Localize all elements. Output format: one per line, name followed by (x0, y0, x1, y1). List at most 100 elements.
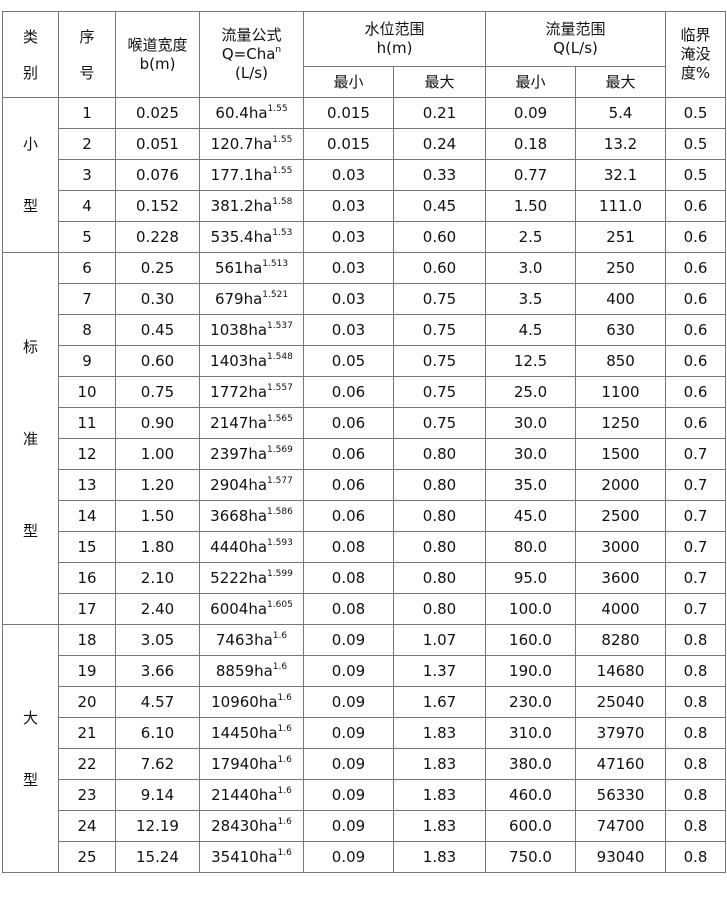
cell-b: 0.60 (115, 345, 200, 377)
cell-s: 0.7 (665, 500, 727, 532)
category-cell: 小型 (2, 97, 59, 253)
cell-hmin: 0.015 (303, 128, 394, 160)
cell-qmin: 380.0 (485, 748, 577, 780)
cell-hmin: 0.09 (303, 779, 394, 811)
cell-qmin: 30.0 (485, 438, 577, 470)
table-row: 2 0.051 120.7ha1.55 0.015 0.24 0.18 13.2 0.5 (3, 128, 727, 160)
exponent: 1.593 (267, 537, 293, 548)
cell-qmax: 13.2 (575, 128, 667, 160)
table-row: 7 0.30 679ha1.521 0.03 0.75 3.5 400 0.6 (3, 283, 727, 315)
header-submergence: 临界 淹没 度% (665, 11, 727, 98)
cell-hmax: 0.60 (392, 221, 487, 253)
exponent: 1.6 (277, 723, 292, 734)
cell-no: 4 (58, 190, 116, 222)
cell-qmax: 850 (575, 345, 667, 377)
cell-qmin: 0.77 (485, 159, 577, 191)
cell-b: 6.10 (115, 717, 200, 749)
cell-hmax: 0.75 (392, 314, 487, 346)
cell-c: 1772ha1.557 (199, 376, 304, 408)
table-row: 24 12.19 28430ha1.6 0.09 1.83 600.0 74700 0.8 (3, 810, 727, 842)
cell-s: 0.6 (665, 190, 727, 222)
table-row: 10 0.75 1772ha1.557 0.06 0.75 25.0 1100 0.6 (3, 376, 727, 408)
cell-no: 13 (58, 469, 116, 501)
cell-c: 3668ha1.586 (199, 500, 304, 532)
cell-qmax: 1100 (575, 376, 667, 408)
cell-qmin: 0.18 (485, 128, 577, 160)
cell-qmax: 47160 (575, 748, 667, 780)
cell-hmin: 0.09 (303, 655, 394, 687)
cell-no: 18 (58, 624, 116, 656)
cell-s: 0.8 (665, 686, 727, 718)
cell-b: 3.66 (115, 655, 200, 687)
cell-no: 17 (58, 593, 116, 625)
exponent: 1.55 (272, 134, 293, 145)
cell-hmin: 0.06 (303, 500, 394, 532)
table-row: 25 15.24 35410ha1.6 0.09 1.83 750.0 93040 0.8 (3, 841, 727, 873)
header-formula: 流量公式 Q=Chan (L/s) (199, 11, 304, 98)
header-water-level: 水位范围 h(m) (302, 11, 487, 67)
cell-s: 0.8 (665, 810, 727, 842)
cell-qmin: 80.0 (485, 531, 577, 563)
cell-no: 12 (58, 438, 116, 470)
cell-hmin: 0.06 (303, 469, 394, 501)
exponent: 1.605 (267, 599, 293, 610)
cell-hmin: 0.06 (303, 376, 394, 408)
cell-hmin: 0.09 (303, 748, 394, 780)
cell-qmin: 12.5 (485, 345, 577, 377)
cell-qmax: 111.0 (575, 190, 667, 222)
cell-hmax: 0.80 (392, 593, 487, 625)
cell-s: 0.5 (665, 97, 727, 129)
cell-qmin: 35.0 (485, 469, 577, 501)
cell-c: 120.7ha1.55 (199, 128, 304, 160)
cell-hmin: 0.05 (303, 345, 394, 377)
cell-c: 4440ha1.593 (199, 531, 304, 563)
cell-qmax: 1500 (575, 438, 667, 470)
flume-spec-table: 类别 序号 喉道宽度 b(m) 流量公式 Q=Chan (L/s) 水位范围 h(m) … (2, 11, 727, 873)
category-label: 大 (22, 708, 38, 727)
cell-s: 0.7 (665, 469, 727, 501)
cell-no: 1 (58, 97, 116, 129)
cell-s: 0.8 (665, 748, 727, 780)
cell-qmin: 190.0 (485, 655, 577, 687)
header-category: 类别 (2, 11, 59, 98)
table-row: 15 1.80 4440ha1.593 0.08 0.80 80.0 3000 0.7 (3, 531, 727, 563)
cell-hmin: 0.03 (303, 221, 394, 253)
cell-hmax: 0.80 (392, 469, 487, 501)
cell-qmin: 25.0 (485, 376, 577, 408)
cell-b: 0.45 (115, 314, 200, 346)
cell-hmax: 0.80 (392, 531, 487, 563)
cell-c: 1403ha1.548 (199, 345, 304, 377)
cell-hmax: 0.80 (392, 562, 487, 594)
cell-no: 15 (58, 531, 116, 563)
cell-c: 535.4ha1.53 (199, 221, 304, 253)
table-row: 小型 1 0.025 60.4ha1.55 0.015 0.21 0.09 5.4 0.5 (2, 97, 727, 253)
cell-hmin: 0.03 (303, 190, 394, 222)
cell-c: 2904ha1.577 (199, 469, 304, 501)
exponent: 1.586 (267, 506, 293, 517)
cell-no: 3 (58, 159, 116, 191)
cell-b: 0.75 (115, 376, 200, 408)
exponent: 1.55 (272, 165, 293, 176)
cell-b: 3.05 (115, 624, 200, 656)
table-row: 20 4.57 10960ha1.6 0.09 1.67 230.0 25040 0.8 (3, 686, 727, 718)
cell-b: 4.57 (115, 686, 200, 718)
cell-qmax: 3000 (575, 531, 667, 563)
table-row: 8 0.45 1038ha1.537 0.03 0.75 4.5 630 0.6 (3, 314, 727, 346)
cell-s: 0.8 (665, 779, 727, 811)
cell-b: 0.30 (115, 283, 200, 315)
cell-hmin: 0.03 (303, 314, 394, 346)
cell-s: 0.7 (665, 593, 727, 625)
category-label: 型 (22, 521, 38, 540)
cell-no: 23 (58, 779, 116, 811)
cell-qmax: 5.4 (575, 97, 667, 129)
cell-qmin: 0.09 (485, 97, 577, 129)
cell-hmin: 0.09 (303, 686, 394, 718)
cell-s: 0.7 (665, 562, 727, 594)
cell-qmax: 250 (575, 252, 667, 284)
cell-hmin: 0.06 (303, 407, 394, 439)
cell-no: 7 (58, 283, 116, 315)
cell-s: 0.6 (665, 283, 727, 315)
cell-s: 0.5 (665, 159, 727, 191)
cell-qmin: 310.0 (485, 717, 577, 749)
cell-hmax: 0.75 (392, 345, 487, 377)
